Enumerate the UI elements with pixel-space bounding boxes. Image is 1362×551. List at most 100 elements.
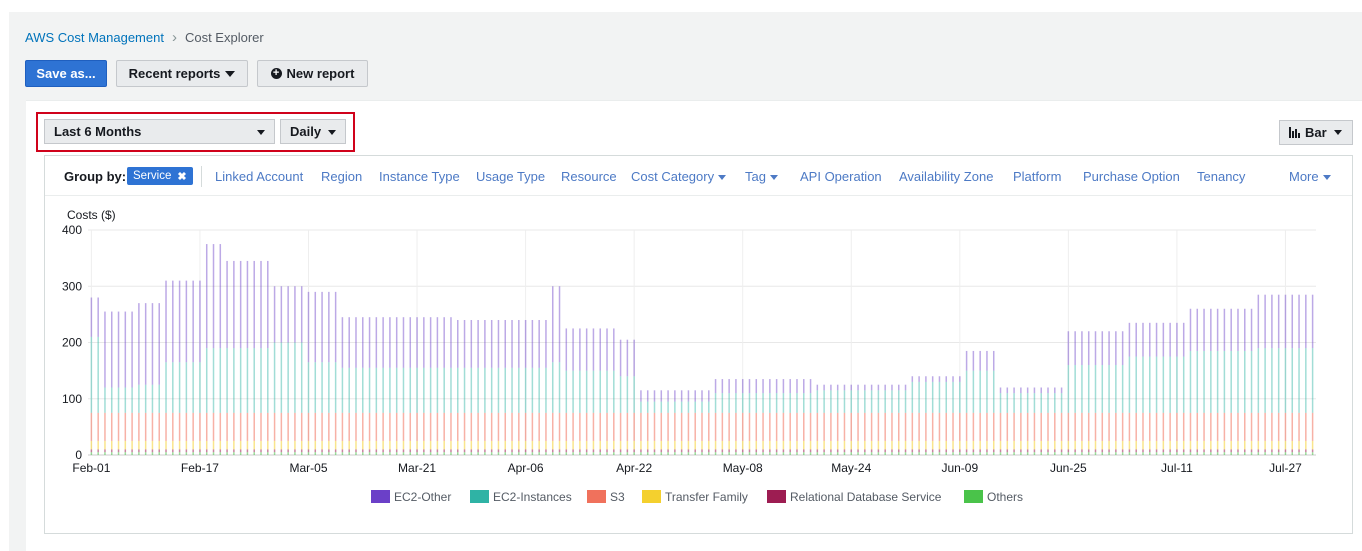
bar-s3 bbox=[626, 412, 629, 441]
bar-ec2-instances bbox=[1094, 365, 1097, 413]
breadcrumb-root-link[interactable]: AWS Cost Management bbox=[25, 30, 164, 45]
bar-others bbox=[239, 452, 242, 455]
bar-ec2-instances bbox=[1006, 393, 1009, 413]
bar-s3 bbox=[450, 412, 452, 441]
bar-transfer-family bbox=[1128, 440, 1131, 450]
bar-ec2-instances bbox=[965, 370, 968, 413]
group-by-option[interactable]: Linked Account bbox=[215, 169, 304, 184]
bar-rds bbox=[870, 449, 873, 453]
bar-s3 bbox=[606, 412, 608, 441]
bar-rds bbox=[585, 449, 588, 453]
group-by-option[interactable]: Usage Type bbox=[476, 169, 546, 184]
group-by-option[interactable]: Platform bbox=[1013, 169, 1062, 184]
group-by-more[interactable]: More bbox=[1289, 169, 1331, 184]
bar-ec2-instances bbox=[823, 390, 825, 413]
bar-ec2-instances bbox=[172, 362, 174, 413]
bar-s3 bbox=[1230, 412, 1232, 441]
bar-others bbox=[1108, 452, 1110, 455]
group-by-service-chip[interactable]: Service ✖ bbox=[127, 167, 193, 185]
bar-ec2-instances bbox=[97, 336, 99, 413]
bar-transfer-family bbox=[646, 440, 649, 450]
bar-ec2-instances bbox=[389, 367, 391, 413]
bar-s3 bbox=[117, 412, 120, 441]
bar-s3 bbox=[178, 412, 181, 441]
bar-transfer-family bbox=[1135, 440, 1137, 450]
bar-transfer-family bbox=[626, 440, 629, 450]
bar-ec2-other bbox=[131, 311, 133, 388]
bar-s3 bbox=[239, 412, 242, 441]
bar-others bbox=[1128, 452, 1131, 455]
bar-ec2-instances bbox=[585, 370, 588, 413]
bar-others bbox=[300, 452, 303, 455]
bar-transfer-family bbox=[558, 440, 561, 450]
bar-rds bbox=[660, 449, 663, 453]
group-by-option-dropdown[interactable]: Cost Category bbox=[631, 169, 727, 184]
group-by-option[interactable]: Instance Type bbox=[379, 169, 460, 184]
bar-others bbox=[646, 452, 649, 455]
bar-ec2-instances bbox=[1067, 365, 1070, 413]
group-by-option[interactable]: Resource bbox=[561, 169, 617, 184]
bar-others bbox=[144, 452, 147, 455]
bar-others bbox=[131, 452, 133, 455]
bar-ec2-other bbox=[1216, 308, 1219, 351]
bar-rds bbox=[233, 449, 235, 453]
bar-s3 bbox=[199, 412, 201, 441]
bar-others bbox=[477, 452, 479, 455]
bar-s3 bbox=[429, 412, 432, 441]
bar-ec2-instances bbox=[1128, 356, 1131, 413]
bar-s3 bbox=[1264, 412, 1266, 441]
group-by-option[interactable]: Region bbox=[321, 169, 363, 184]
bar-others bbox=[110, 452, 113, 455]
bar-others bbox=[1176, 452, 1178, 455]
bar-transfer-family bbox=[165, 440, 167, 450]
close-icon[interactable]: ✖ bbox=[177, 170, 187, 183]
bar-others bbox=[1257, 452, 1260, 455]
bar-s3 bbox=[782, 412, 785, 441]
bar-ec2-instances bbox=[1223, 350, 1226, 413]
bar-transfer-family bbox=[599, 440, 601, 450]
bar-rds bbox=[463, 449, 466, 453]
group-by-option-dropdown[interactable]: Tag bbox=[745, 169, 778, 184]
bar-others bbox=[443, 452, 445, 455]
bar-ec2-instances bbox=[945, 381, 947, 413]
group-by-option[interactable]: Availability Zone bbox=[899, 169, 994, 184]
bar-ec2-instances bbox=[816, 390, 819, 413]
date-range-select[interactable]: Last 6 Months bbox=[44, 119, 275, 144]
bar-rds bbox=[1149, 449, 1151, 453]
bar-transfer-family bbox=[1250, 440, 1253, 450]
granularity-select[interactable]: Daily bbox=[280, 119, 346, 144]
bar-s3 bbox=[131, 412, 133, 441]
group-by-option[interactable]: Tenancy bbox=[1197, 169, 1246, 184]
bar-others bbox=[551, 452, 554, 455]
group-by-option[interactable]: API Operation bbox=[800, 169, 882, 184]
bar-others bbox=[694, 452, 696, 455]
bar-others bbox=[1026, 452, 1029, 455]
chart-type-select[interactable]: Bar bbox=[1279, 120, 1353, 145]
bar-ec2-other bbox=[1244, 308, 1246, 351]
bar-others bbox=[1054, 452, 1056, 455]
bar-ec2-other bbox=[294, 286, 296, 343]
bar-rds bbox=[653, 449, 656, 453]
bar-others bbox=[470, 452, 473, 455]
bar-rds bbox=[1081, 449, 1083, 453]
bar-rds bbox=[104, 449, 106, 453]
bar-rds bbox=[884, 449, 886, 453]
save-as-button[interactable]: Save as... bbox=[25, 60, 107, 87]
bar-ec2-instances bbox=[660, 401, 663, 413]
bar-ec2-other bbox=[803, 379, 805, 394]
caret-down-icon bbox=[1333, 130, 1342, 135]
bar-transfer-family bbox=[572, 440, 574, 450]
recent-reports-button[interactable]: Recent reports bbox=[116, 60, 248, 87]
bar-others bbox=[185, 452, 188, 455]
bar-ec2-instances bbox=[708, 401, 710, 413]
bar-s3 bbox=[443, 412, 445, 441]
bar-ec2-other bbox=[233, 260, 235, 349]
group-by-option[interactable]: Purchase Option bbox=[1083, 169, 1180, 184]
new-report-button[interactable]: + New report bbox=[257, 60, 368, 87]
bar-rds bbox=[748, 449, 751, 453]
bar-transfer-family bbox=[253, 440, 255, 450]
caret-down-icon bbox=[328, 130, 336, 135]
bar-rds bbox=[538, 449, 540, 453]
bar-ec2-other bbox=[531, 320, 534, 368]
bar-transfer-family bbox=[931, 440, 934, 450]
